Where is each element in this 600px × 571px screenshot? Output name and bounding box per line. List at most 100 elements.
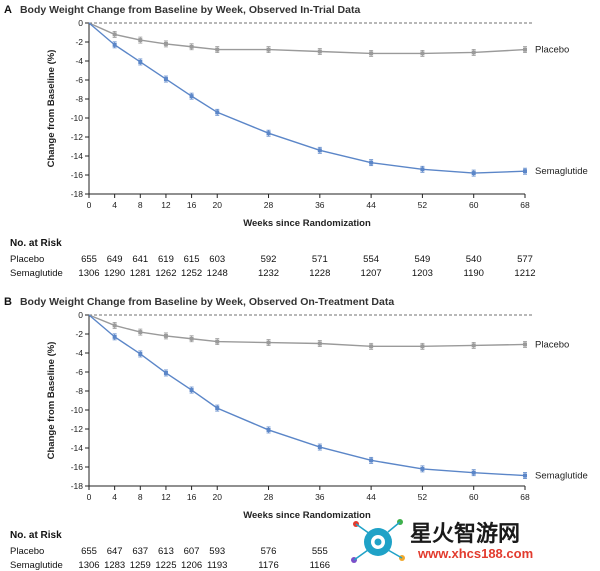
panel-b-placebo-risk-value: 655 — [81, 546, 97, 557]
panel-b-placebo-point — [523, 342, 527, 347]
panel-b-placebo-point — [163, 333, 168, 338]
panel-b-placebo-point — [215, 339, 220, 344]
panel-b-semaglutide-line — [88, 314, 526, 477]
panel-b-semaglutide-point — [420, 466, 425, 471]
panel-b-placebo-point — [266, 340, 271, 345]
panel-a-y-tick-label: -6 — [75, 75, 83, 85]
panel-b-placebo-point — [420, 344, 425, 349]
panel-b-semaglutide-point — [317, 445, 322, 450]
panel-b-letter: B — [4, 296, 12, 308]
panel-a-x-tick-label: 16 — [187, 200, 197, 210]
panel-b-y-tick-label: -6 — [75, 367, 83, 377]
watermark-text: 星火智游网 — [410, 521, 521, 546]
panel-a-semaglutide-risk-value: 1207 — [360, 268, 382, 279]
panel-a-placebo-risk-value: 655 — [81, 254, 97, 265]
panel-b-y-tick-label: -8 — [75, 386, 83, 396]
panel-b-semaglutide-risk-value: 1206 — [181, 560, 203, 571]
panel-a-semaglutide-risk-value: 1228 — [309, 268, 331, 279]
panel-a-placebo-risk-value: 571 — [311, 254, 328, 265]
panel-b-semaglutide-point — [138, 351, 143, 356]
panel-a-semaglutide-point — [523, 169, 527, 174]
panel-b-y-tick-label: 0 — [78, 310, 83, 320]
panel-b-x-tick-label: 36 — [315, 492, 325, 502]
panel-b-placebo-risk-value: 637 — [132, 546, 149, 557]
panel-a-semaglutide-risk-value: 1248 — [206, 268, 228, 279]
panel-b-x-tick-label: 20 — [213, 492, 223, 502]
panel-b-placebo-point — [369, 344, 374, 349]
panel-b-placebo-risk-value: 647 — [106, 546, 123, 557]
panel-a-x-tick-label: 60 — [469, 200, 479, 210]
panel-b-y-tick-label: -10 — [71, 405, 84, 415]
panel-b-y-tick-label: -4 — [75, 348, 83, 358]
panel-a-placebo-risk-value: 592 — [260, 254, 277, 265]
panel-a-x-axis-title: Weeks since Randomization — [243, 218, 371, 229]
panel-a-semaglutide-point — [189, 94, 194, 99]
panel-b-placebo-risk-value: 593 — [209, 546, 226, 557]
panel-a-x-tick-label: 28 — [264, 200, 274, 210]
panel-b-x-tick-label: 4 — [112, 492, 117, 502]
panel-a-x-tick-label: 68 — [520, 200, 530, 210]
panel-a-letter: A — [4, 4, 12, 16]
panel-a-y-tick-label: -16 — [71, 170, 84, 180]
panel-a-placebo-risk-value: 540 — [465, 254, 482, 265]
panel-b-semaglutide-point — [369, 458, 374, 463]
panel-a-plot: 0-2-4-6-8-10-12-14-16-180 4 8 12 16 20 28 36 44 5… — [46, 18, 588, 229]
panel-a-x-tick-label: 4 — [112, 200, 117, 210]
panel-b-semaglutide-label: Semaglutide — [535, 471, 588, 482]
panel-a-placebo-point — [317, 49, 322, 54]
panel-a-title: Body Weight Change from Baseline by Week… — [19, 4, 361, 16]
panel-b-semaglutide-risk-value: 1283 — [104, 560, 126, 571]
panel-b-semaglutide-point — [112, 334, 117, 339]
panel-a-semaglutide-point — [369, 160, 374, 165]
panel-b-x-axis-title: Weeks since Randomization — [243, 510, 371, 521]
panel-a-semaglutide-point — [471, 171, 476, 176]
panel-a-semaglutide-risk-value: 1212 — [514, 268, 536, 279]
panel-a-x-tick-label: 44 — [366, 200, 376, 210]
panel-a-x-tick-label: 52 — [418, 200, 428, 210]
panel-a-x-tick-label: 12 — [161, 200, 171, 210]
panel-a-placebo-risk-value: 549 — [414, 254, 431, 265]
panel-b-y-tick-label: -14 — [71, 443, 84, 453]
panel-b-placebo-point — [317, 341, 322, 346]
panel-a-placebo-point — [112, 32, 117, 37]
watermark-url: www.xhcs188.com — [418, 546, 534, 561]
panel-a-semaglutide-risk-value: 1190 — [463, 268, 484, 279]
panel-b-placebo-point — [138, 330, 143, 335]
panel-b-risk-label-placebo: Placebo — [10, 546, 45, 557]
panel-b-semaglutide-point — [266, 427, 271, 432]
panel-a-risk-label-placebo: Placebo — [10, 254, 45, 265]
chart-panel-b: B Body Weight Change from Baseline by We… — [0, 292, 600, 571]
panel-a-placebo-line — [88, 22, 526, 55]
panel-a-placebo-label: Placebo — [535, 45, 569, 56]
panel-a-placebo-risk-value: 641 — [132, 254, 149, 265]
panel-a-semaglutide-risk-value: 1281 — [129, 268, 151, 279]
panel-a-placebo-point — [163, 41, 168, 46]
panel-b-semaglutide-point — [471, 470, 476, 475]
panel-b-risk-label-semaglutide: Semaglutide — [10, 560, 63, 571]
watermark-logo-icon — [351, 519, 405, 563]
panel-a-placebo-point — [215, 47, 220, 52]
panel-b-header: B Body Weight Change from Baseline by We… — [4, 294, 394, 310]
watermark: 星火智游网 www.xhcs188.com — [348, 514, 600, 570]
panel-a-y-tick-label: -18 — [71, 189, 84, 199]
panel-a-placebo-point — [523, 47, 527, 52]
panel-a-risk-title: No. at Risk — [10, 238, 62, 249]
panel-a-risk-label-semaglutide: Semaglutide — [10, 268, 63, 279]
panel-b-semaglutide-risk-value: 1193 — [207, 560, 228, 571]
panel-b-x-tick-label: 44 — [366, 492, 376, 502]
panel-a-semaglutide-point — [163, 77, 168, 82]
panel-b-y-tick-label: -2 — [75, 329, 83, 339]
panel-b-title: Body Weight Change from Baseline by Week… — [19, 296, 395, 308]
panel-b-semaglutide-point — [163, 370, 168, 375]
panel-b-placebo-risk-value: 607 — [183, 546, 200, 557]
panel-b-placebo-label: Placebo — [535, 339, 569, 350]
panel-b-x-tick-label: 16 — [187, 492, 197, 502]
panel-a-y-tick-label: 0 — [78, 18, 83, 28]
panel-a-semaglutide-label: Semaglutide — [535, 166, 588, 177]
panel-a-y-tick-label: -2 — [75, 37, 83, 47]
panel-b-x-tick-label: 28 — [264, 492, 274, 502]
panel-b-placebo-line — [88, 314, 526, 348]
panel-b-x-tick-label: 0 — [87, 492, 92, 502]
panel-a-semaglutide-risk-value: 1232 — [257, 268, 280, 279]
panel-b-y-tick-label: -16 — [71, 462, 84, 472]
